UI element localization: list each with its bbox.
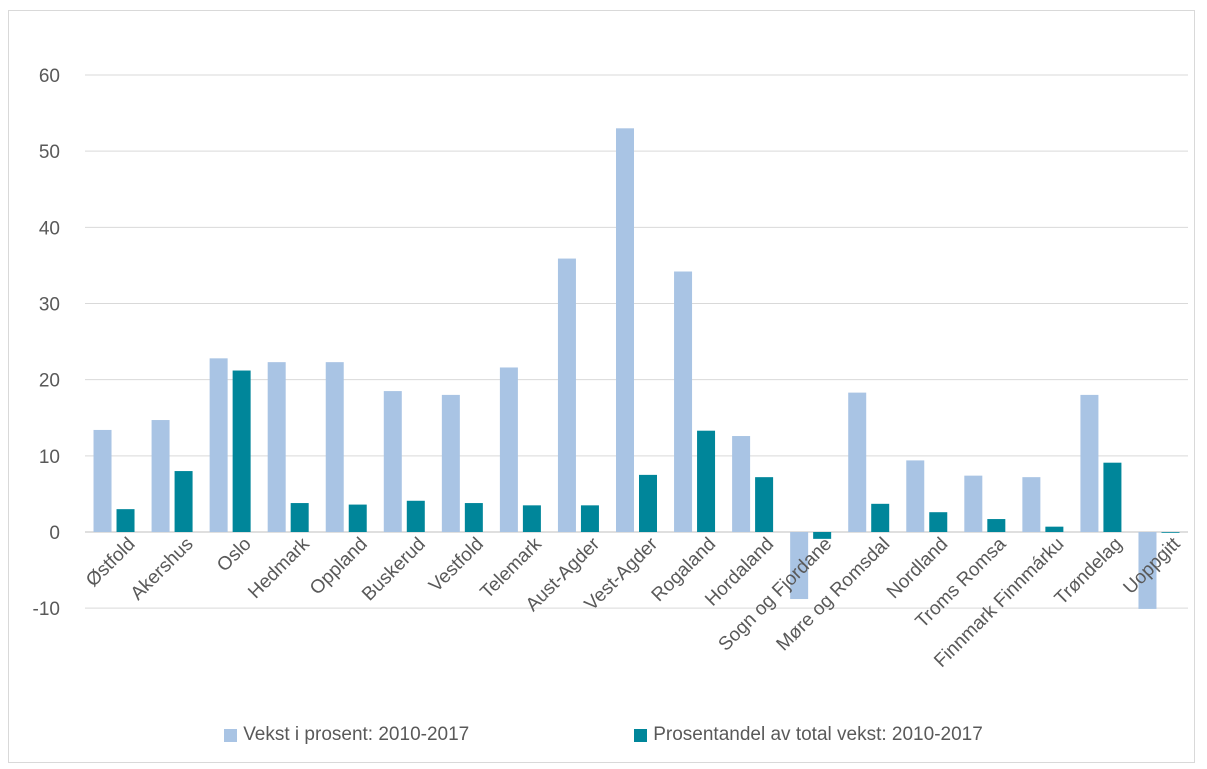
- bar-series-1: [1080, 394, 1099, 532]
- bar-series-2: [174, 471, 193, 532]
- bar-series-1: [93, 429, 112, 532]
- legend-label-series-1: Vekst i prosent: 2010-2017: [243, 724, 470, 745]
- bar-series-1: [964, 475, 983, 532]
- x-tick-label: Buskerud: [358, 534, 430, 606]
- legend-swatch-series-2: [634, 728, 648, 742]
- x-tick-label: Akershus: [127, 534, 198, 605]
- bar-series-2: [871, 503, 890, 532]
- bar-series-2: [639, 474, 657, 532]
- bar-series-1: [557, 258, 576, 532]
- bar-series-2: [464, 503, 483, 532]
- bar-series-1: [848, 392, 867, 532]
- bar-series-1: [383, 391, 402, 532]
- bar-series-1: [1138, 532, 1157, 609]
- bar-series-1: [616, 128, 634, 533]
- legend: Vekst i prosent: 2010-2017 Prosentandel …: [0, 724, 1207, 746]
- bar-series-2: [813, 532, 832, 539]
- bar-series-2: [348, 504, 367, 532]
- bar-series-2: [755, 477, 774, 532]
- bar-series-2: [929, 512, 948, 532]
- bar-series-2: [1161, 532, 1180, 533]
- bar-series-1: [1022, 477, 1041, 532]
- y-tick-label: -10: [33, 599, 60, 620]
- legend-item-series-1: Vekst i prosent: 2010-2017: [224, 724, 469, 746]
- bar-series-1: [325, 362, 344, 532]
- bar-series-2: [697, 430, 716, 532]
- chart-frame: [8, 10, 1195, 763]
- bar-series-1: [209, 358, 228, 532]
- bar-series-1: [499, 367, 518, 532]
- y-tick-label: 50: [39, 142, 60, 163]
- bar-series-2: [1103, 462, 1122, 532]
- bar-series-1: [906, 460, 925, 532]
- bar-series-2: [406, 500, 425, 532]
- bar-series-1: [151, 420, 170, 532]
- y-tick-label: 10: [39, 447, 60, 468]
- y-tick-label: 40: [39, 218, 60, 239]
- x-tick-label: Hedmark: [244, 533, 314, 603]
- bar-series-2: [580, 505, 599, 532]
- bar-series-1: [674, 271, 693, 532]
- legend-label-series-2: Prosentandel av total vekst: 2010-2017: [653, 724, 983, 745]
- x-tick-label: Østfold: [82, 534, 139, 591]
- y-tick-label: 0: [49, 523, 60, 544]
- bar-series-1: [732, 436, 751, 532]
- bar-series-1: [441, 394, 460, 532]
- y-tick-label: 30: [39, 295, 60, 316]
- bar-series-2: [290, 503, 309, 532]
- y-tick-label: 60: [39, 66, 60, 87]
- bar-series-1: [267, 362, 286, 532]
- legend-swatch-series-1: [224, 728, 238, 742]
- bar-series-2: [987, 519, 1006, 532]
- legend-item-series-2: Prosentandel av total vekst: 2010-2017: [634, 724, 983, 746]
- y-tick-label: 20: [39, 371, 60, 392]
- bar-series-2: [522, 505, 541, 532]
- bar-series-2: [232, 370, 251, 532]
- x-tick-label: Oslo: [213, 534, 255, 576]
- bar-series-2: [1045, 526, 1064, 532]
- bar-series-1: [790, 532, 809, 600]
- bar-series-2: [116, 509, 135, 532]
